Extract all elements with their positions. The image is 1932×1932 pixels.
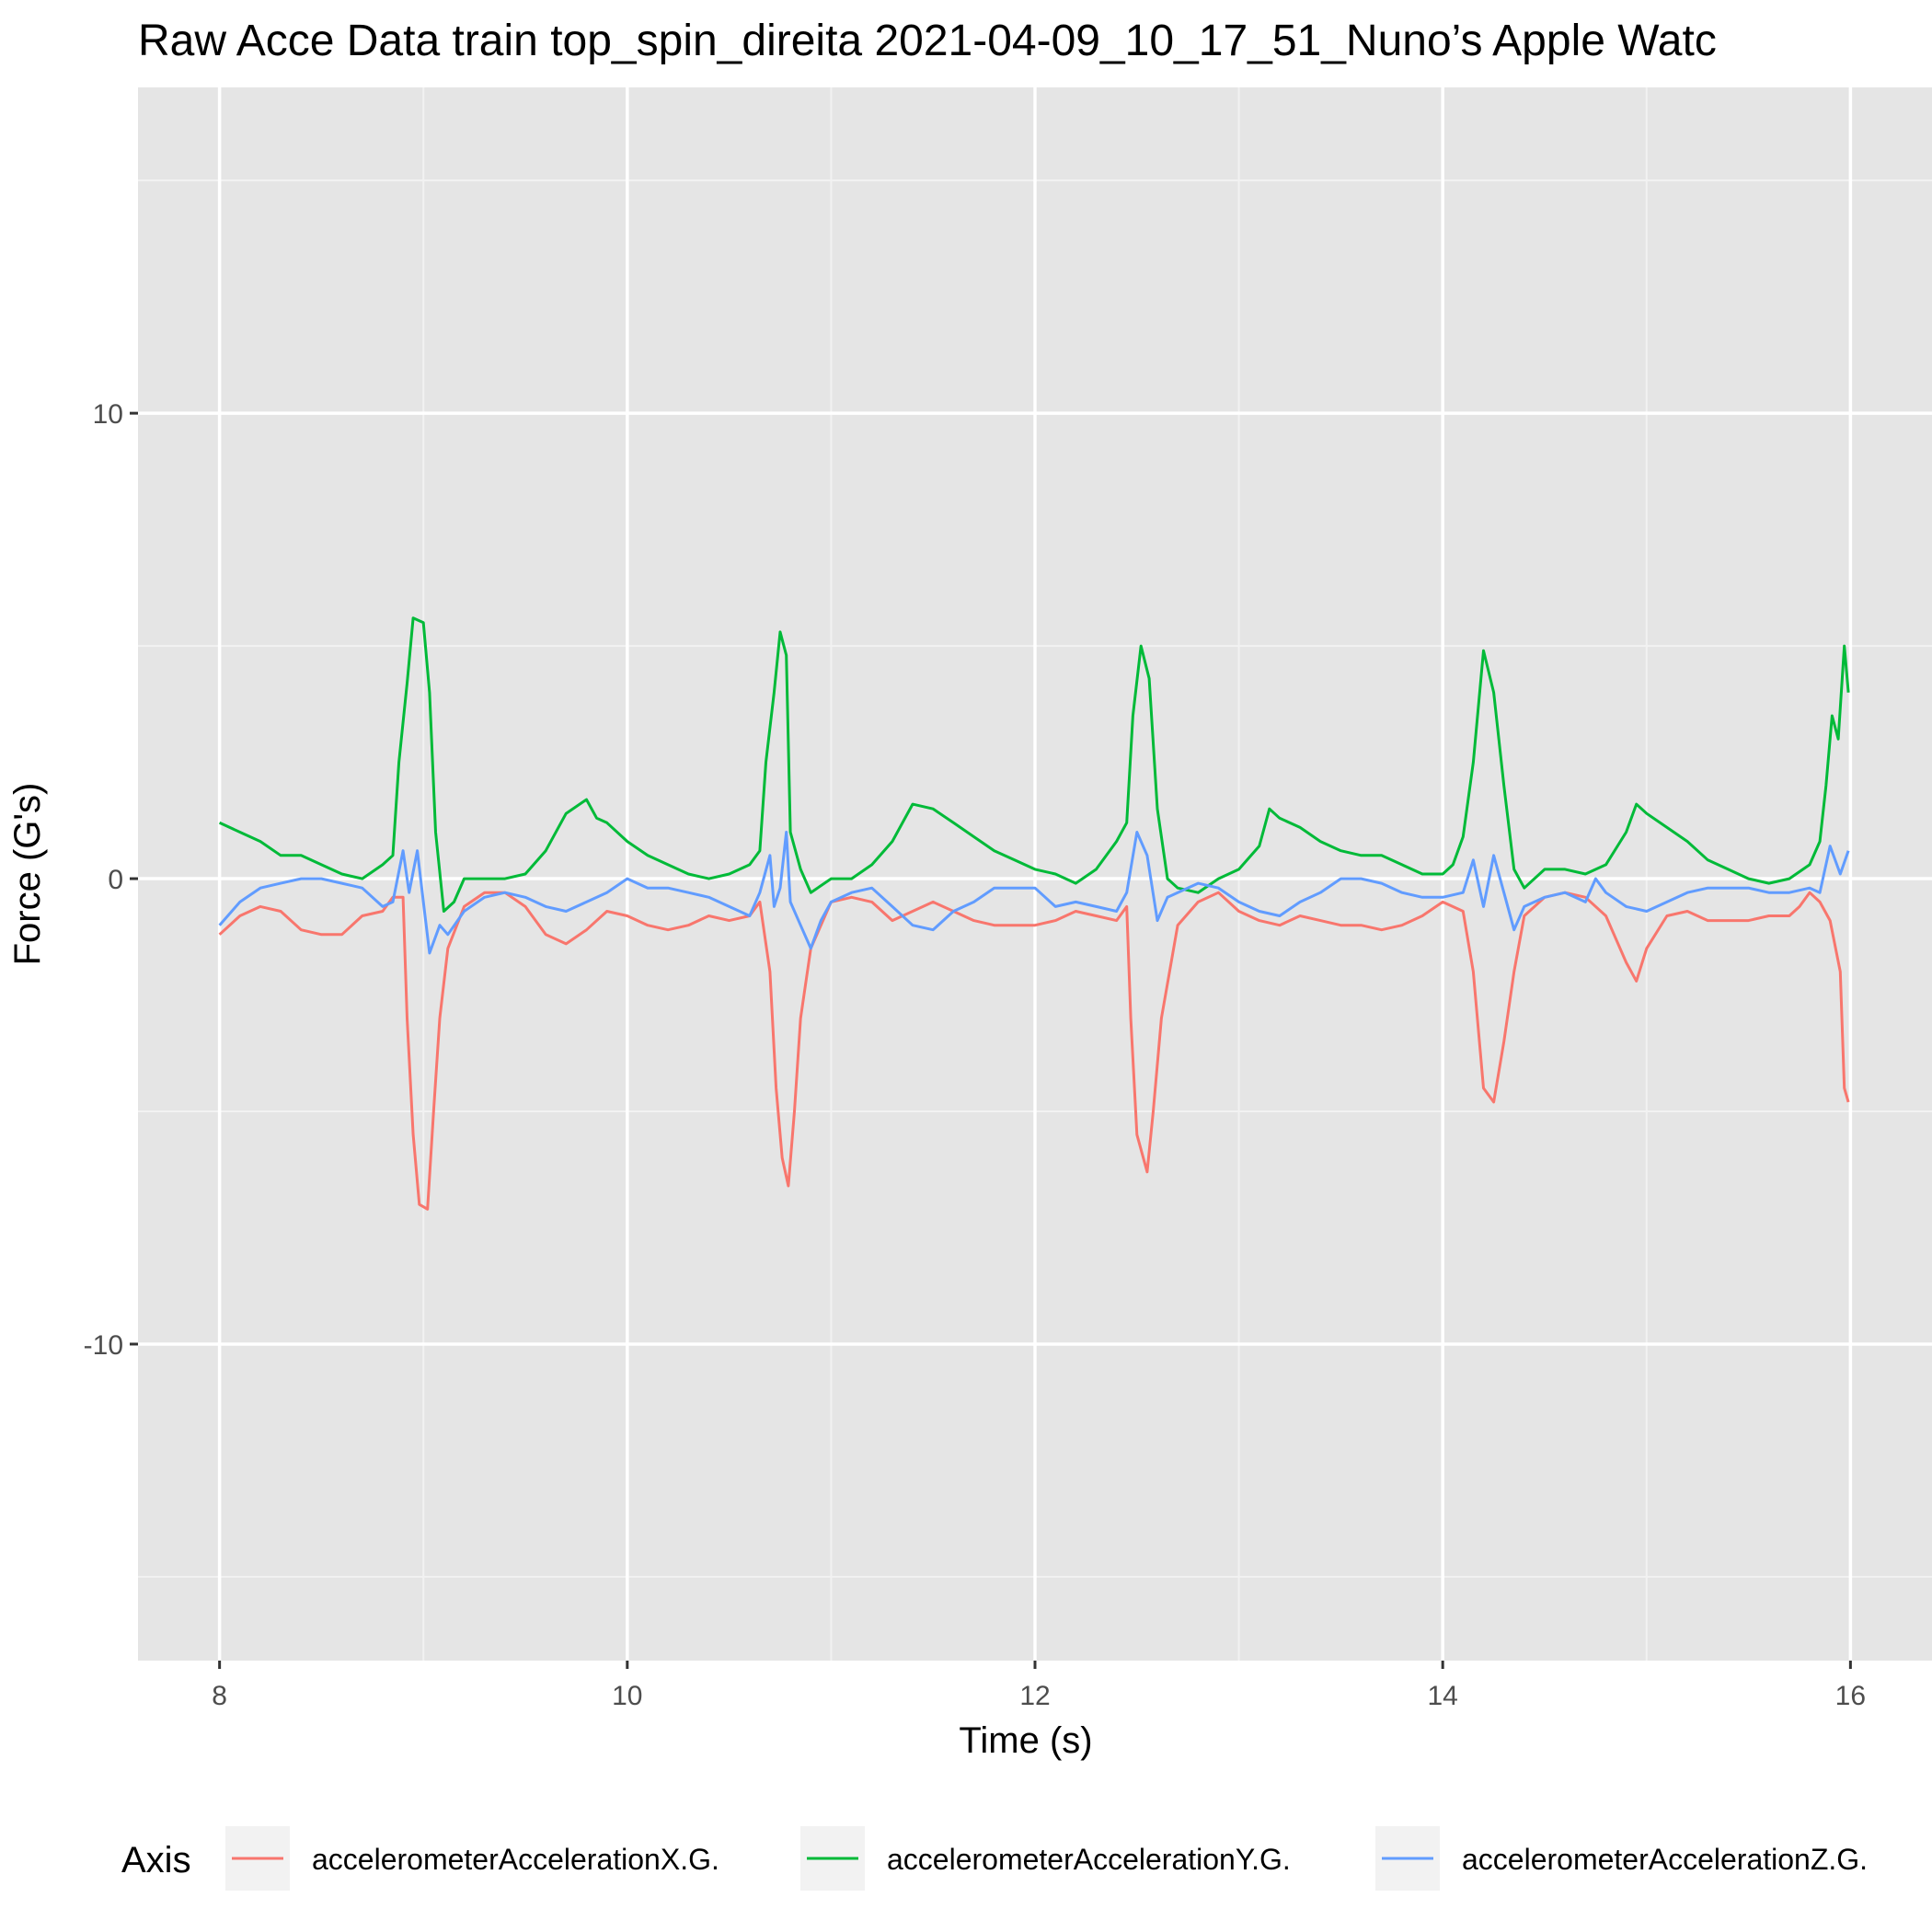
x-axis: 8 10 12 14 16 — [212, 1661, 1866, 1711]
y-axis-title: Force (G's) — [7, 783, 48, 966]
y-tick-label: -10 — [84, 1330, 123, 1361]
x-tick-label: 12 — [1019, 1681, 1050, 1711]
legend-label: accelerometerAccelerationX.G. — [312, 1843, 719, 1876]
x-tick-label: 8 — [212, 1681, 227, 1711]
series-line-1 — [218, 891, 1850, 1211]
x-tick-label: 16 — [1835, 1681, 1866, 1711]
legend-title: Axis — [121, 1840, 191, 1880]
y-tick-label: 10 — [93, 399, 123, 430]
chart-title: Raw Acce Data train top_spin_direita 202… — [138, 17, 1717, 65]
series-line-2 — [218, 616, 1850, 913]
legend-label: accelerometerAccelerationZ.G. — [1462, 1843, 1868, 1876]
x-tick-label: 10 — [612, 1681, 642, 1711]
major-gridlines — [138, 87, 1932, 1661]
series-line-3 — [218, 831, 1850, 955]
legend: Axis accelerometerAccelerationX.G. accele… — [121, 1826, 1868, 1891]
x-tick-label: 14 — [1427, 1681, 1457, 1711]
legend-label: accelerometerAccelerationY.G. — [887, 1843, 1291, 1876]
x-axis-title: Time (s) — [959, 1720, 1092, 1761]
series-lines — [218, 616, 1850, 1211]
y-tick-label: 0 — [108, 865, 123, 895]
y-axis: -10 0 10 — [84, 399, 138, 1361]
